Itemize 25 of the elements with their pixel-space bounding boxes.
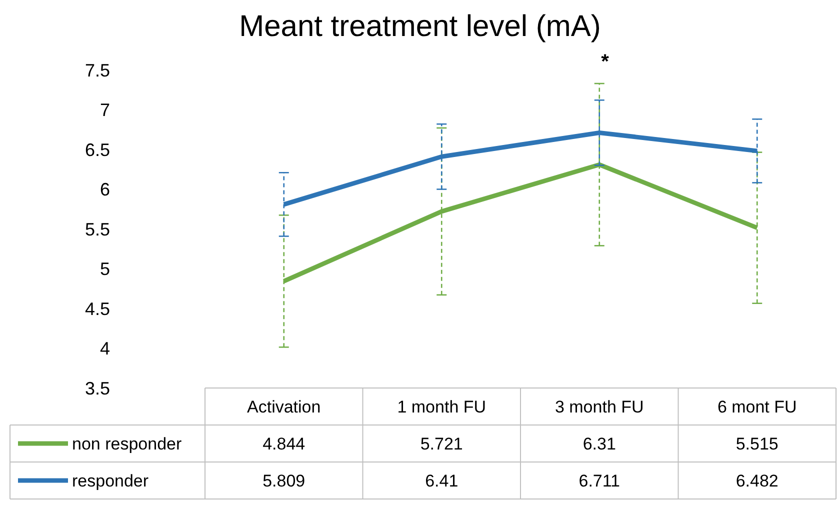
y-tick-label: 4 [100, 338, 110, 359]
x-tick-label: 6 mont FU [717, 397, 797, 416]
y-tick-label: 7 [100, 100, 110, 120]
y-tick-label: 6.5 [84, 140, 110, 160]
data-label: 5.721 [420, 434, 463, 454]
y-tick-label: 3.5 [84, 378, 110, 398]
y-tick-label: 4.5 [84, 298, 110, 319]
data-label: 6.711 [578, 471, 620, 490]
y-tick-label: 5.5 [84, 219, 110, 240]
data-label: 5.515 [736, 434, 778, 454]
data-label: 5.809 [262, 471, 306, 490]
data-label: 4.844 [262, 434, 306, 454]
annotation: * [601, 51, 610, 73]
x-tick-label: Activation [247, 397, 321, 416]
data-label: 6.482 [736, 471, 778, 490]
data-label: 6.41 [425, 471, 458, 490]
x-tick-label: 1 month FU [397, 397, 486, 416]
legend-label: responder [72, 471, 149, 490]
y-tick-label: 7.5 [84, 60, 110, 80]
legend-label: non responder [72, 434, 182, 454]
x-tick-label: 3 month FU [554, 397, 644, 416]
data-label: 6.31 [582, 434, 616, 454]
y-tick-label: 5 [100, 259, 110, 280]
y-tick-label: 6 [100, 180, 110, 200]
chart-title: Meant treatment level (mA) [239, 10, 601, 43]
